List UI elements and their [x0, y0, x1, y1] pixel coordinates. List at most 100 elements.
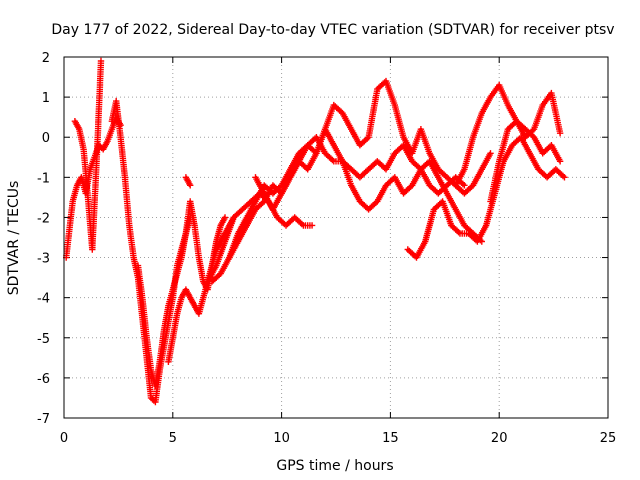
- data-point: [221, 214, 229, 221]
- data-marker-run: [496, 81, 511, 107]
- data-point: [556, 158, 564, 165]
- data-marker-run: [139, 314, 150, 359]
- data-marker-run: [187, 294, 197, 308]
- series-arc-9: [226, 77, 494, 261]
- data-marker-run: [374, 183, 389, 205]
- data-marker-run: [552, 166, 567, 180]
- grid: [64, 57, 608, 418]
- data-marker-run: [365, 199, 380, 213]
- data-marker-run: [160, 304, 172, 333]
- data-marker-run: [426, 150, 441, 171]
- data-marker-run: [134, 262, 146, 299]
- data-marker-run: [71, 118, 82, 131]
- data-marker-run: [321, 150, 336, 164]
- y-tick-label: -4: [37, 292, 50, 307]
- data-marker-run: [169, 312, 180, 341]
- x-tick-label: 25: [600, 431, 617, 446]
- data-marker-run: [469, 167, 484, 189]
- y-tick-label: 1: [42, 91, 50, 106]
- x-tick-label: 10: [273, 431, 290, 446]
- data-marker-run: [165, 336, 176, 365]
- data-marker-run: [530, 103, 546, 133]
- data-point: [308, 222, 316, 229]
- data-marker-run: [452, 206, 467, 227]
- data-marker-run: [195, 254, 207, 283]
- x-tick-label: 15: [382, 431, 399, 446]
- data-point: [461, 182, 468, 189]
- data-marker-run: [461, 136, 476, 173]
- data-point: [187, 182, 194, 189]
- data-marker-run: [104, 128, 115, 145]
- data-marker-run: [243, 200, 258, 221]
- data-marker-run: [243, 208, 258, 229]
- series-arc-10: [252, 126, 485, 245]
- data-marker-run: [80, 146, 91, 199]
- y-tick-label: -1: [37, 171, 50, 186]
- data-marker-run: [413, 240, 428, 261]
- data-marker-run: [117, 134, 128, 179]
- data-marker-run: [226, 240, 241, 261]
- x-tick-label: 5: [169, 431, 177, 446]
- data-marker-run: [126, 222, 137, 259]
- data-marker-run: [63, 200, 76, 261]
- data-marker-run: [330, 101, 345, 115]
- data-marker-run: [221, 216, 237, 245]
- data-marker-run: [439, 198, 454, 227]
- data-marker-run: [182, 174, 193, 187]
- y-tick-label: -6: [37, 372, 50, 387]
- data-marker-run: [182, 286, 193, 300]
- data-marker-run: [382, 77, 398, 107]
- data-marker-run: [89, 160, 100, 253]
- data-marker-run: [217, 215, 228, 229]
- series-arc-11: [404, 134, 568, 261]
- y-tick-label: 0: [42, 131, 50, 146]
- data-marker-run: [526, 150, 541, 171]
- data-marker-run: [435, 166, 449, 180]
- series-arc-2: [71, 57, 105, 253]
- data-marker-run: [278, 167, 293, 189]
- data-marker-run: [252, 199, 266, 213]
- x-tick-label: 0: [60, 431, 68, 446]
- data-marker-run: [191, 222, 202, 259]
- series-arc-4: [134, 214, 194, 390]
- data-marker-run: [134, 274, 146, 319]
- plot-frame: [63, 56, 609, 419]
- data-marker-run: [365, 88, 381, 141]
- data-marker-run: [356, 135, 371, 149]
- data-marker-run: [313, 128, 328, 157]
- data-marker-run: [409, 167, 424, 189]
- data-marker-run: [452, 167, 467, 189]
- data-marker-run: [478, 95, 493, 117]
- data-marker-run: [391, 101, 407, 139]
- data-marker-run: [76, 126, 87, 151]
- data-marker-run: [517, 134, 532, 155]
- series-group: [63, 57, 568, 406]
- data-marker-run: [269, 192, 284, 213]
- series-arc-5: [165, 214, 237, 365]
- y-tick-label: -2: [37, 211, 50, 226]
- data-marker-run: [113, 97, 124, 139]
- data-marker-run: [496, 128, 511, 165]
- data-marker-run: [469, 112, 485, 141]
- data-marker-run: [174, 256, 185, 277]
- data-point: [556, 130, 564, 137]
- data-marker-run: [426, 158, 441, 179]
- data-marker-run: [217, 256, 232, 277]
- y-axis-label: SDTVAR / TECUs: [6, 181, 22, 296]
- data-marker-run: [69, 184, 80, 205]
- data-marker-run: [548, 142, 563, 163]
- data-marker-run: [252, 174, 267, 195]
- data-marker-run: [234, 224, 249, 245]
- data-marker-run: [143, 334, 154, 371]
- data-marker-run: [278, 175, 293, 197]
- data-point: [561, 174, 568, 181]
- data-marker-run: [100, 139, 110, 153]
- data-marker-run: [287, 151, 302, 173]
- data-marker-run: [321, 126, 337, 147]
- data-marker-run: [487, 160, 502, 205]
- series-arc-6: [182, 174, 194, 189]
- data-marker-run: [400, 183, 414, 197]
- data-marker-run: [208, 271, 223, 285]
- y-tick-label: -7: [37, 412, 50, 427]
